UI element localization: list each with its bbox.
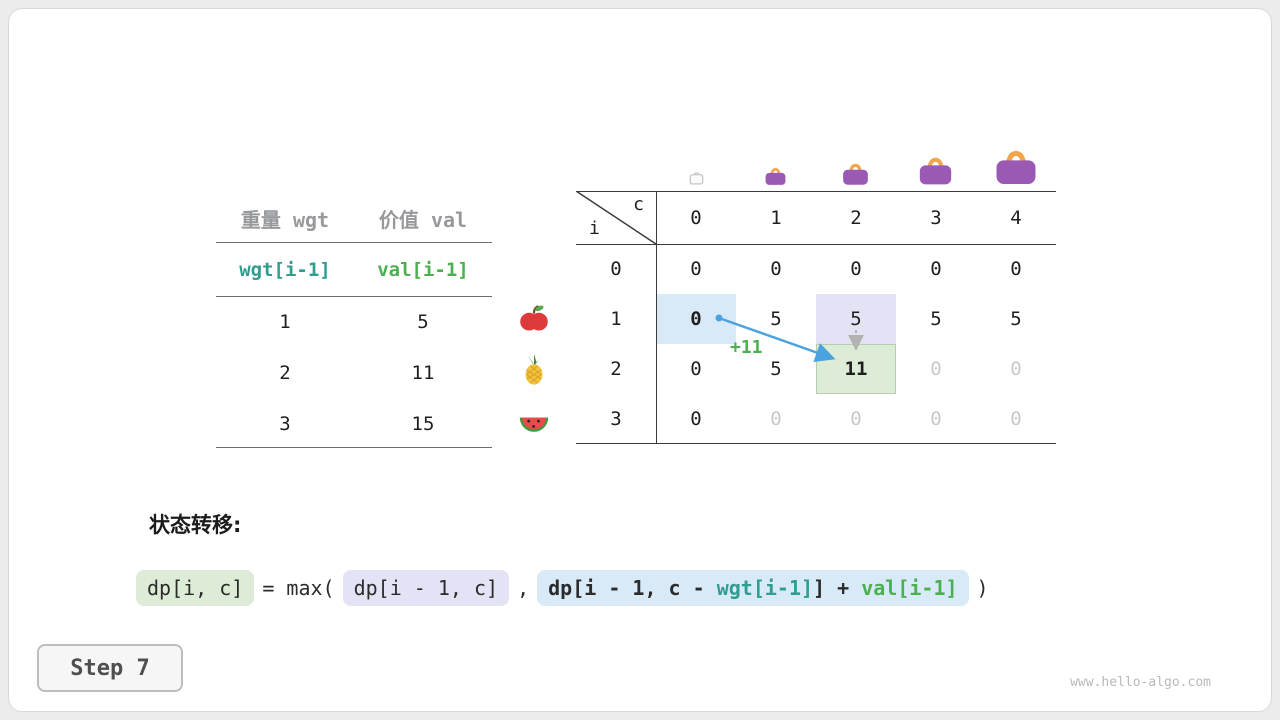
dp-cell-1-2: 5 bbox=[816, 294, 896, 344]
item-2-value: 11 bbox=[411, 362, 435, 384]
dp-row-label-0: 0 bbox=[610, 258, 622, 280]
dp-table-line bbox=[576, 244, 1056, 245]
formula-option2-chip: dp[i - 1, c - wgt[i-1]] + val[i-1] bbox=[537, 570, 969, 606]
item-3-weight: 3 bbox=[279, 413, 291, 435]
formula-option2-mid: ] + bbox=[813, 576, 862, 600]
dp-col-header-3: 3 bbox=[930, 206, 942, 229]
table-divider bbox=[216, 296, 492, 297]
item-row-3: 3 15 bbox=[216, 403, 492, 445]
item-2-weight: 2 bbox=[279, 362, 291, 384]
dp-cell-3-4: 0 bbox=[1010, 408, 1022, 430]
dp-cell-0-0: 0 bbox=[690, 258, 702, 280]
bag-large-icon bbox=[917, 153, 954, 186]
dp-cell-0-4: 0 bbox=[1010, 258, 1022, 280]
dp-cell-2-3: 0 bbox=[930, 358, 942, 380]
dp-cell-1-3: 5 bbox=[930, 308, 942, 330]
dp-corner-cell: c i bbox=[576, 191, 656, 244]
formula-val-token: val[i-1] bbox=[861, 576, 958, 600]
state-transition-formula: dp[i, c] = max( dp[i - 1, c] , dp[i - 1,… bbox=[136, 567, 989, 609]
figure-card: 重量 wgt 价值 val wgt[i-1] val[i-1] 1 5 2 11… bbox=[8, 8, 1272, 712]
watermark: www.hello-algo.com bbox=[1070, 675, 1211, 690]
item-3-value: 15 bbox=[411, 413, 435, 435]
watermelon-icon bbox=[518, 406, 550, 438]
wgt-formula-label: wgt[i-1] bbox=[239, 259, 331, 281]
weight-column-header: 重量 wgt bbox=[240, 207, 330, 232]
dp-grid: c i 0 1 2 3 4 0 0 0 0 0 0 1 0 5 5 5 5 2 … bbox=[576, 191, 1056, 444]
formula-close-paren: ) bbox=[976, 576, 989, 600]
formula-wgt-token: wgt[i-1] bbox=[716, 576, 814, 600]
dp-row-label-1: 1 bbox=[610, 308, 622, 330]
dp-cell-2-2: 11 bbox=[816, 344, 896, 394]
val-formula-label: val[i-1] bbox=[377, 259, 469, 281]
item-1-value: 5 bbox=[417, 311, 429, 333]
table-divider bbox=[216, 242, 492, 243]
item-row-2: 2 11 bbox=[216, 352, 492, 394]
dp-cell-2-1: 5 bbox=[770, 358, 782, 380]
dp-cell-2-4: 0 bbox=[1010, 358, 1022, 380]
dp-col-header-4: 4 bbox=[1010, 206, 1022, 229]
dp-col-header-2: 2 bbox=[850, 206, 862, 229]
value-column-header: 价值 val bbox=[378, 207, 468, 232]
formula-equals: = max( bbox=[262, 576, 335, 600]
dp-cell-0-2: 0 bbox=[850, 258, 862, 280]
dp-cell-0-3: 0 bbox=[930, 258, 942, 280]
item-1-weight: 1 bbox=[279, 311, 291, 333]
dp-cell-3-1: 0 bbox=[770, 408, 782, 430]
items-formula-row: wgt[i-1] val[i-1] bbox=[216, 248, 492, 292]
dp-cell-0-1: 0 bbox=[770, 258, 782, 280]
dp-cell-1-4: 5 bbox=[1010, 308, 1022, 330]
bag-medium-icon bbox=[841, 160, 870, 186]
dp-cell-2-0: 0 bbox=[690, 358, 702, 380]
dp-col-header-0: 0 bbox=[690, 206, 702, 229]
formula-option2-prefix: dp[i - 1, c - bbox=[548, 576, 717, 600]
item-row-1: 1 5 bbox=[216, 301, 492, 343]
dp-table: c i 0 1 2 3 4 0 0 0 0 0 0 1 0 5 5 5 5 2 … bbox=[576, 191, 1056, 444]
items-table-header: 重量 wgt 价值 val bbox=[216, 196, 492, 240]
formula-comma: , bbox=[517, 576, 530, 600]
dp-row-label-2: 2 bbox=[610, 358, 622, 380]
apple-icon bbox=[518, 303, 550, 335]
formula-option1-chip: dp[i - 1, c] bbox=[342, 570, 510, 606]
dp-table-line bbox=[656, 191, 657, 444]
pineapple-icon bbox=[518, 354, 550, 386]
plus-value-annotation: +11 bbox=[730, 337, 763, 358]
dp-row-label-3: 3 bbox=[610, 408, 622, 430]
dp-cell-1-0: 0 bbox=[656, 294, 736, 344]
state-transition-label: 状态转移: bbox=[149, 513, 242, 537]
table-divider bbox=[216, 447, 492, 448]
col-var-label: c bbox=[633, 194, 644, 215]
dp-table-line bbox=[576, 191, 1056, 192]
dp-col-header-1: 1 bbox=[770, 206, 782, 229]
formula-lhs-chip: dp[i, c] bbox=[136, 570, 255, 606]
bag-empty-icon bbox=[688, 169, 705, 185]
bag-small-icon bbox=[764, 165, 787, 186]
dp-cell-3-3: 0 bbox=[930, 408, 942, 430]
dp-table-line bbox=[576, 442, 1056, 444]
dp-cell-3-0: 0 bbox=[690, 408, 702, 430]
step-badge: Step 7 bbox=[37, 644, 183, 692]
diagonal-divider bbox=[576, 191, 656, 244]
row-var-label: i bbox=[589, 218, 600, 239]
dp-cell-3-2: 0 bbox=[850, 408, 862, 430]
bag-xlarge-icon bbox=[993, 145, 1039, 186]
items-table: 重量 wgt 价值 val wgt[i-1] val[i-1] 1 5 2 11… bbox=[216, 196, 492, 449]
